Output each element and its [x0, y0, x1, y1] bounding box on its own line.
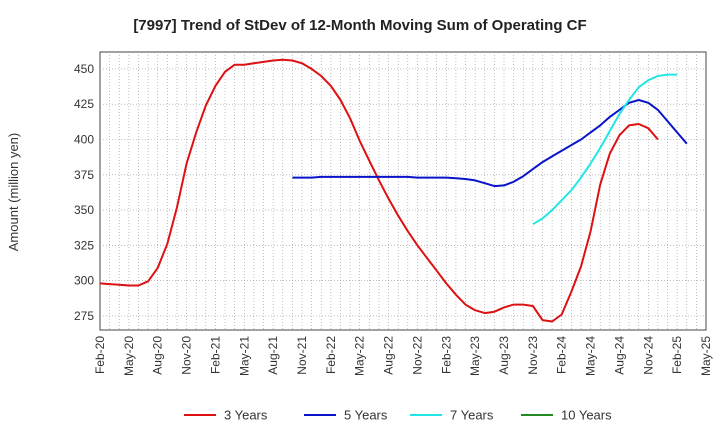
y-tick-label: 425 — [74, 97, 94, 111]
y-tick-label: 450 — [74, 62, 94, 76]
legend-label: 5 Years — [344, 408, 388, 423]
x-tick-label: Feb-21 — [208, 336, 222, 374]
x-tick-label: Aug-22 — [382, 336, 396, 375]
series-layer — [99, 58, 688, 323]
y-tick-label: 275 — [74, 309, 94, 323]
x-tick-label: Nov-23 — [526, 336, 540, 375]
x-tick-label: Feb-23 — [439, 336, 453, 374]
y-tick-label: 350 — [74, 203, 94, 217]
x-tick-label: Aug-24 — [612, 336, 626, 375]
y-tick-label: 300 — [74, 274, 94, 288]
x-tick-label: Aug-23 — [497, 336, 511, 375]
x-tick-label: May-20 — [122, 336, 136, 376]
legend: 3 Years 5 Years 7 Years 10 Years — [184, 408, 612, 423]
x-tick-label: May-23 — [468, 336, 482, 376]
y-axis-label: Amount (million yen) — [6, 133, 21, 252]
y-axis: 275 300 325 350 375 400 425 450 — [74, 62, 94, 323]
x-tick-label: Aug-20 — [151, 336, 165, 375]
x-tick-label: May-21 — [237, 336, 251, 376]
y-tick-label: 325 — [74, 238, 94, 252]
x-tick-label: May-25 — [699, 336, 713, 376]
series-line-3-years — [99, 58, 659, 323]
x-tick-label: May-22 — [353, 336, 367, 376]
plot-frame — [99, 51, 707, 331]
x-tick-label: Nov-21 — [295, 336, 309, 375]
legend-label: 3 Years — [224, 408, 268, 423]
series-line-5-years — [292, 99, 688, 188]
x-tick-label: Nov-22 — [410, 336, 424, 375]
x-tick-label: Feb-22 — [324, 336, 338, 374]
x-tick-label: Nov-20 — [180, 336, 194, 375]
x-axis: Feb-20 May-20 Aug-20 Nov-20 Feb-21 May-21 Aug-… — [93, 336, 713, 376]
y-tick-label: 400 — [74, 132, 94, 146]
x-tick-label: Nov-24 — [641, 336, 655, 375]
legend-label: 10 Years — [561, 408, 612, 423]
y-tick-label: 375 — [74, 168, 94, 182]
chart-title: [7997] Trend of StDev of 12-Month Moving… — [133, 17, 586, 34]
series-line-7-years — [532, 73, 678, 226]
x-tick-label: May-24 — [584, 336, 598, 376]
x-tick-label: Feb-20 — [93, 336, 107, 374]
x-tick-label: Feb-25 — [670, 336, 684, 374]
plot-area — [99, 51, 707, 331]
legend-label: 7 Years — [450, 408, 494, 423]
x-tick-label: Feb-24 — [555, 336, 569, 374]
grid-lines — [100, 52, 706, 330]
x-tick-label: Aug-21 — [266, 336, 280, 375]
